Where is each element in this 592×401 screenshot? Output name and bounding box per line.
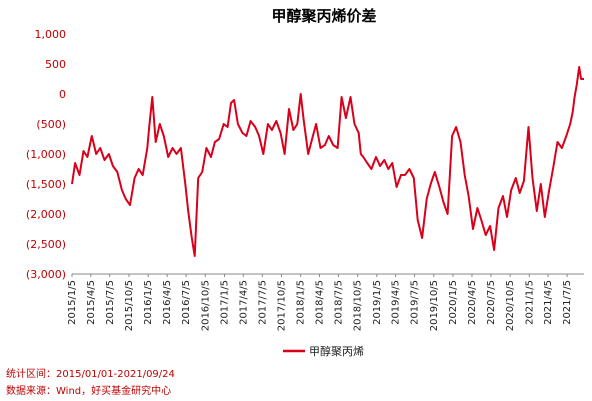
y-tick-label: (1,000) xyxy=(26,148,66,161)
stat-range-note: 统计区间：2015/01/01-2021/09/24 xyxy=(6,369,175,380)
x-tick-label: 2016/7/5 xyxy=(181,280,192,325)
x-tick-label: 2015/4/5 xyxy=(86,280,97,325)
x-tick-label: 2018/4/5 xyxy=(314,280,325,325)
series-group xyxy=(71,66,584,257)
y-tick-label: 0 xyxy=(59,88,66,101)
x-tick-label: 2015/10/5 xyxy=(124,280,135,331)
x-tick-label: 2020/7/5 xyxy=(486,280,497,325)
x-tick-label: 2020/4/5 xyxy=(467,280,478,325)
y-tick-label: 1,000 xyxy=(35,28,67,41)
x-tick-label: 2020/10/5 xyxy=(505,280,516,331)
x-tick-label: 2015/1/5 xyxy=(67,280,78,325)
x-tick-label: 2019/10/5 xyxy=(429,280,440,331)
data-source-note: 数据来源：Wind，好买基金研究中心 xyxy=(6,386,172,397)
y-tick-label: 500 xyxy=(45,58,66,71)
x-tick-label: 2017/4/5 xyxy=(238,280,249,325)
legend-label: 甲醇聚丙烯 xyxy=(309,344,364,358)
x-axis: 2015/1/5 2015/4/5 2015/7/5 2015/10/5 2016/1/… xyxy=(67,273,584,331)
y-tick-label: (3,000) xyxy=(26,268,66,281)
x-tick-label: 2019/4/5 xyxy=(391,280,402,325)
x-tick-label: 2020/1/5 xyxy=(448,280,459,325)
x-tick-label: 2021/7/5 xyxy=(562,280,573,325)
x-tick-label: 2016/1/5 xyxy=(143,280,154,325)
y-tick-label: (2,500) xyxy=(26,238,66,251)
y-tick-label: (1,500) xyxy=(26,178,66,191)
legend: 甲醇聚丙烯 xyxy=(283,344,364,358)
x-tick-label: 2018/7/5 xyxy=(333,280,344,325)
series-line xyxy=(71,66,584,257)
x-tick-label: 2018/10/5 xyxy=(353,280,364,331)
x-tick-label: 2019/7/5 xyxy=(410,280,421,325)
x-tick-label: 2017/10/5 xyxy=(276,280,287,331)
x-tick-label: 2017/1/5 xyxy=(220,280,231,325)
x-tick-label: 2021/4/5 xyxy=(543,280,554,325)
x-tick-label: 2021/1/5 xyxy=(524,280,535,325)
y-tick-label: (2,000) xyxy=(26,208,66,221)
x-tick-label: 2019/1/5 xyxy=(372,280,383,325)
x-tick-label: 2017/7/5 xyxy=(257,280,268,325)
x-tick-label: 2018/1/5 xyxy=(296,280,307,325)
x-tick-label: 2016/4/5 xyxy=(162,280,173,325)
y-tick-label: (500) xyxy=(36,118,66,131)
x-tick-label: 2015/7/5 xyxy=(105,280,116,325)
chart-title: 甲醇聚丙烯价差 xyxy=(271,7,376,25)
y-axis: 1,000 500 0 (500) (1,000) (1,500) (2,000) (2,50… xyxy=(26,28,66,281)
x-tick-label: 2016/10/5 xyxy=(200,280,211,331)
